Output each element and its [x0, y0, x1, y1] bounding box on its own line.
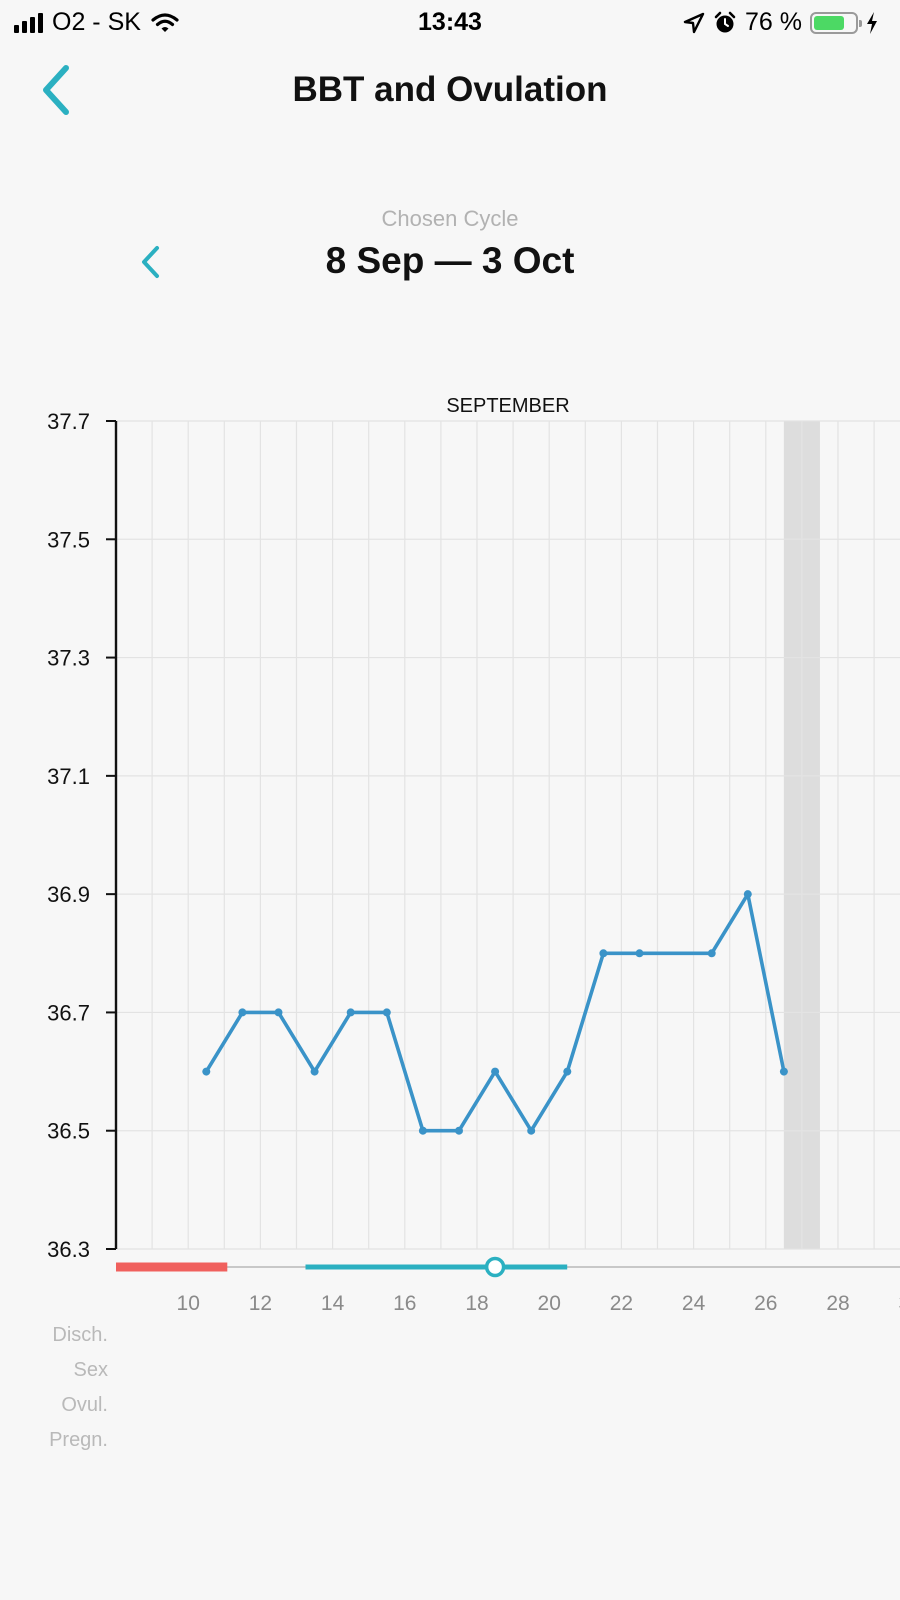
y-tick-label: 37.7 — [47, 409, 90, 434]
charging-icon — [867, 11, 877, 34]
x-tick-label: 30 — [899, 1292, 900, 1315]
temperature-point[interactable] — [635, 949, 644, 958]
temperature-point[interactable] — [238, 1008, 247, 1017]
ovulation-marker[interactable] — [484, 1256, 506, 1278]
temperature-point[interactable] — [455, 1126, 463, 1135]
x-tick-label: 12 — [249, 1292, 272, 1315]
battery-icon — [810, 11, 862, 34]
y-tick-label: 37.1 — [47, 764, 90, 789]
status-left: O2 - SK — [14, 8, 179, 37]
battery-percent: 76 % — [745, 8, 802, 36]
cycle-caption: Chosen Cycle — [381, 206, 519, 231]
chevron-left-icon — [142, 246, 159, 278]
temperature-point[interactable] — [743, 890, 752, 899]
carrier-name: O2 - SK — [52, 8, 141, 36]
legend-ovulation: Ovul. — [61, 1394, 108, 1416]
temperature-point[interactable] — [707, 949, 716, 958]
temperature-point[interactable] — [491, 1067, 500, 1076]
bbt-chart[interactable]: SEPTEMBER 36.3 36.5 36.7 36.9 37.1 37.3 37.5 37… — [0, 380, 900, 1320]
temperature-point[interactable] — [527, 1126, 536, 1135]
x-tick-label: 18 — [465, 1292, 488, 1315]
x-tick-label: 28 — [826, 1292, 849, 1315]
wifi-icon — [151, 12, 179, 32]
y-tick-label: 36.7 — [47, 1000, 90, 1025]
x-tick-label: 16 — [393, 1292, 416, 1315]
signal-icon — [14, 12, 43, 33]
legend-discharge: Disch. — [52, 1324, 108, 1346]
y-tick-label: 36.3 — [47, 1237, 90, 1262]
y-tick-label: 36.9 — [47, 882, 90, 907]
chevron-left-icon — [43, 65, 69, 115]
temperature-point[interactable] — [779, 1067, 788, 1076]
chart-title: SEPTEMBER — [446, 395, 569, 417]
temperature-point[interactable] — [202, 1067, 211, 1076]
x-tick-label: 14 — [321, 1292, 345, 1315]
page-title: BBT and Ovulation — [292, 70, 608, 109]
x-tick-label: 26 — [754, 1292, 777, 1315]
x-tick-label: 20 — [538, 1292, 561, 1315]
y-tick-label: 36.5 — [47, 1119, 90, 1144]
alarm-icon — [714, 11, 736, 32]
temperature-point[interactable] — [563, 1067, 572, 1076]
cycle-range: 8 Sep — 3 Oct — [325, 240, 575, 281]
y-tick-label: 37.5 — [47, 527, 90, 552]
legend-pregnancy: Pregn. — [49, 1429, 108, 1451]
location-icon — [683, 12, 705, 33]
temperature-point[interactable] — [382, 1008, 391, 1017]
clock: 13:43 — [418, 8, 482, 36]
x-tick-label: 24 — [682, 1292, 706, 1315]
battery-level — [814, 15, 844, 30]
legend-sex: Sex — [73, 1359, 108, 1381]
y-tick-label: 37.3 — [47, 646, 90, 671]
temperature-point[interactable] — [274, 1008, 283, 1017]
back-button[interactable] — [38, 62, 78, 118]
status-right: 76 % — [683, 8, 878, 37]
temperature-point[interactable] — [346, 1008, 355, 1017]
temperature-point[interactable] — [599, 949, 608, 958]
temperature-point[interactable] — [418, 1126, 427, 1135]
temperature-point[interactable] — [310, 1067, 319, 1076]
x-tick-label: 22 — [610, 1292, 633, 1315]
x-tick-label: 10 — [177, 1292, 200, 1315]
previous-cycle-button[interactable] — [136, 242, 166, 282]
status-bar: O2 - SK 13:43 76 % — [0, 0, 900, 46]
temperature-line — [204, 892, 786, 1133]
